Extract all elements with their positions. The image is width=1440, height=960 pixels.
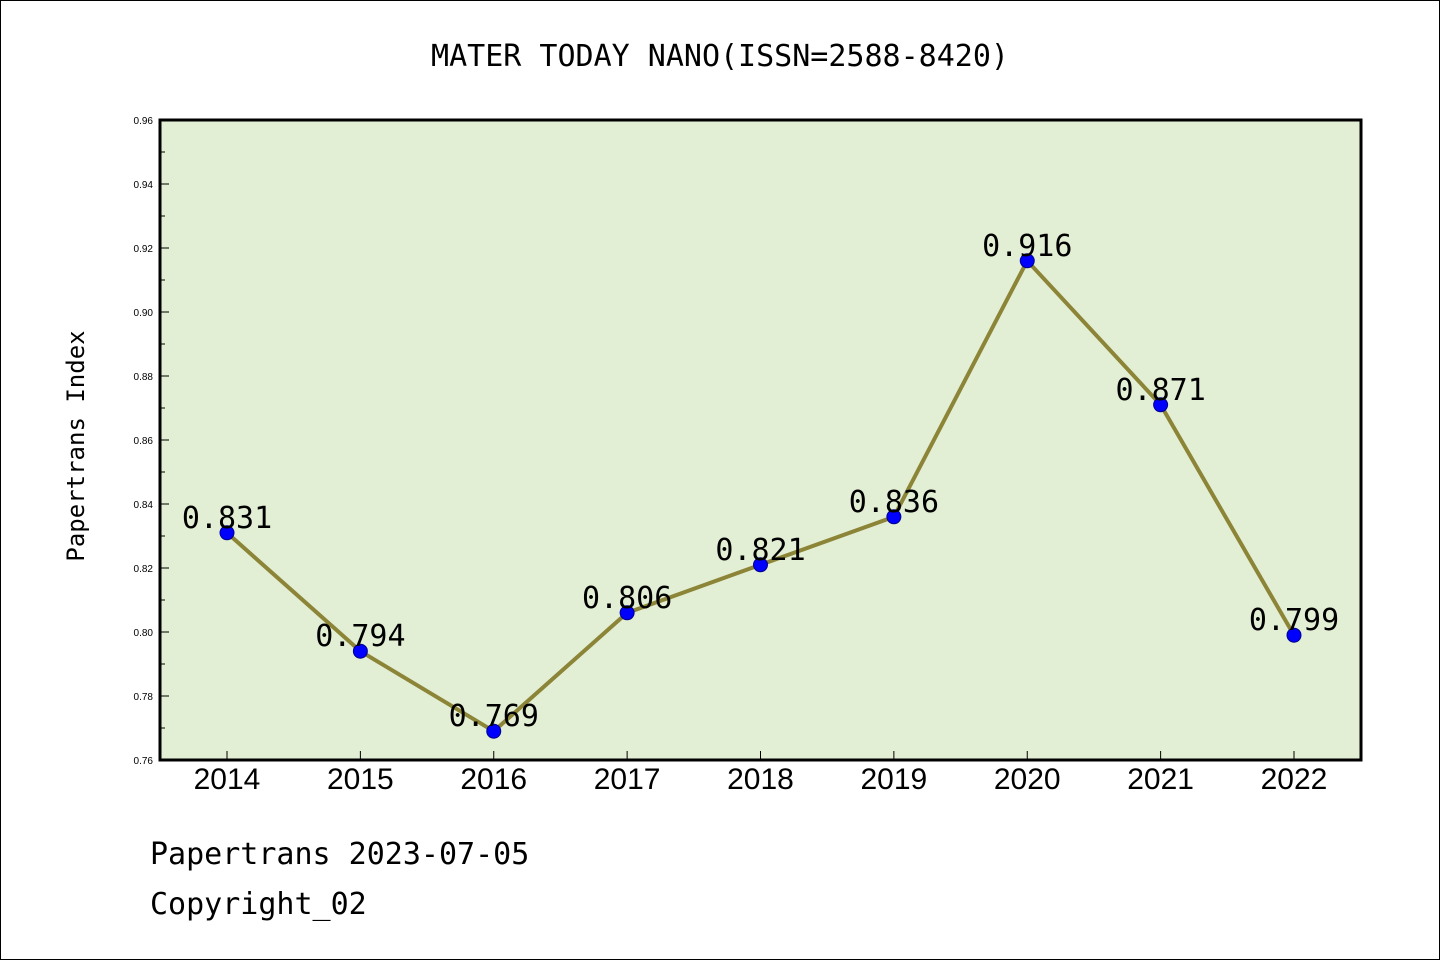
data-label: 0.916 (982, 229, 1072, 264)
x-tick-label: 2020 (994, 763, 1061, 796)
data-point (1286, 627, 1302, 643)
y-tick-label: 0.90 (134, 308, 154, 319)
x-tick-label: 2014 (194, 763, 261, 796)
data-label: 0.836 (849, 485, 939, 520)
x-tick-label: 2019 (861, 763, 928, 796)
plot-border (158, 118, 1363, 762)
data-label: 0.794 (315, 619, 405, 654)
x-tick-label: 2018 (727, 763, 794, 796)
footer-copyright: Copyright_02 (150, 887, 367, 922)
data-point (219, 525, 235, 541)
data-point (619, 605, 635, 621)
x-tick-label: 2021 (1127, 763, 1194, 796)
x-tick-label: 2022 (1261, 763, 1328, 796)
y-tick-label: 0.96 (134, 116, 154, 127)
y-tick-label: 0.78 (134, 692, 154, 703)
y-tick-label: 0.88 (134, 372, 154, 383)
x-axis: 2014 2015 2016 2017 2018 2019 2020 2021 2022 (194, 751, 1328, 796)
y-tick-label: 0.92 (134, 244, 154, 255)
y-tick-label: 0.84 (134, 500, 154, 511)
data-point (753, 557, 768, 573)
y-tick-label: 0.80 (134, 628, 154, 639)
x-tick-label: 2017 (594, 763, 661, 796)
data-point (486, 723, 502, 739)
data-point (352, 643, 368, 659)
data-label: 0.821 (715, 533, 805, 568)
y-tick-label: 0.76 (134, 756, 154, 767)
data-point (1153, 397, 1169, 413)
chart-title: MATER TODAY NANO(ISSN=2588-8420) (431, 39, 1009, 74)
data-label: 0.806 (582, 581, 672, 616)
y-tick-label: 0.82 (134, 564, 154, 575)
data-point (886, 509, 902, 525)
data-label: 0.871 (1115, 373, 1205, 408)
data-label: 0.831 (182, 501, 272, 536)
y-tick-label: 0.94 (134, 180, 154, 191)
data-label: 0.769 (449, 699, 539, 734)
y-tick-label: 0.86 (134, 436, 154, 447)
data-point (1019, 253, 1035, 269)
x-tick-label: 2015 (327, 763, 394, 796)
y-axis-label: Papertrans Index (62, 330, 90, 561)
series-papertrans-index: 0.831 0.794 0.769 0.806 0.821 0.836 0.916 0.871… (182, 229, 1339, 739)
footer-date: Papertrans 2023-07-05 (150, 837, 529, 872)
data-label: 0.799 (1249, 603, 1339, 638)
x-tick-label: 2016 (460, 763, 527, 796)
